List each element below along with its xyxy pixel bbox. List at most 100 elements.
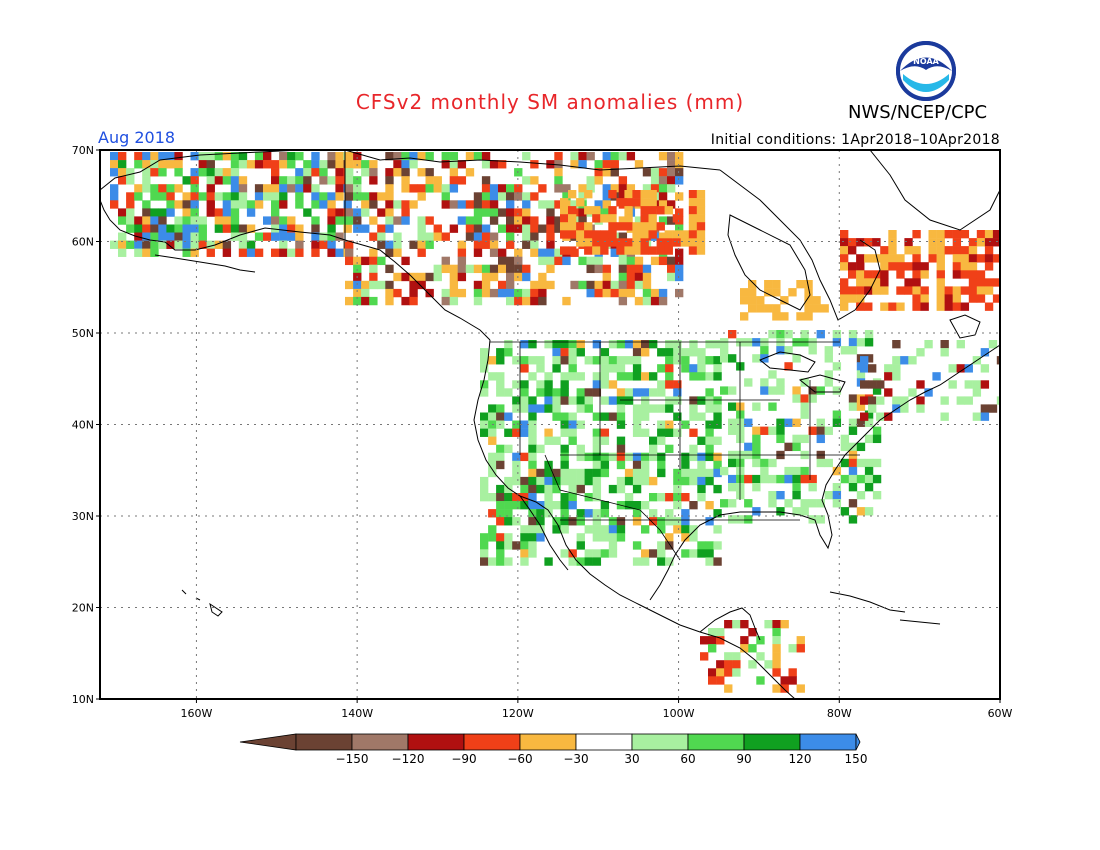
anomaly-cell [496, 509, 505, 518]
anomaly-cell [632, 246, 641, 255]
anomaly-cell [586, 280, 595, 290]
anomaly-cell [295, 192, 304, 201]
anomaly-cell [576, 372, 585, 381]
anomaly-cell [592, 468, 602, 478]
anomaly-cell [303, 176, 312, 185]
anomaly-cell [772, 636, 781, 645]
anomaly-cell [584, 509, 593, 518]
anomaly-cell [944, 302, 953, 311]
anomaly-cell [150, 152, 159, 161]
anomaly-cell [864, 270, 873, 279]
anomaly-cell [295, 240, 304, 249]
anomaly-cell [768, 474, 777, 484]
anomaly-cell [728, 426, 737, 435]
anomaly-cell [632, 420, 642, 429]
anomaly-cell [728, 402, 737, 411]
anomaly-cell [578, 280, 587, 290]
anomaly-cell [820, 304, 829, 313]
anomaly-cell [206, 168, 215, 177]
anomaly-cell [600, 380, 610, 389]
anomaly-cell [632, 517, 642, 526]
anomaly-cell [592, 557, 602, 566]
anomaly-cell [705, 452, 714, 462]
anomaly-cell [840, 474, 850, 484]
anomaly-cell [488, 412, 497, 421]
anomaly-cell [481, 184, 491, 193]
anomaly-cell [568, 436, 577, 445]
anomaly-cell [222, 152, 232, 161]
anomaly-cell [488, 460, 497, 470]
anomaly-cell [488, 372, 497, 381]
anomaly-cell [279, 184, 288, 193]
anomaly-cell [641, 412, 650, 421]
anomaly-cell [150, 216, 159, 225]
anomaly-cell [345, 296, 354, 306]
anomaly-cell [182, 216, 191, 225]
anomaly-cell [667, 272, 676, 282]
anomaly-cell [506, 200, 515, 209]
anomaly-cell [536, 468, 545, 478]
anomaly-cell [608, 340, 618, 349]
anomaly-cell [230, 152, 240, 161]
anomaly-cell [353, 296, 362, 306]
anomaly-cell [641, 404, 650, 413]
anomaly-cell [667, 176, 676, 185]
anomaly-cell [514, 296, 523, 306]
anomaly-cell [182, 232, 191, 241]
anomaly-cell [481, 208, 491, 217]
anomaly-cell [673, 517, 682, 526]
anomaly-cell [744, 515, 753, 524]
anomaly-cell [335, 192, 344, 201]
anomaly-cell [465, 200, 475, 209]
anomaly-cell [657, 541, 666, 550]
anomaly-cell [489, 160, 499, 169]
anomaly-cell [788, 676, 797, 685]
anomaly-cell [672, 230, 682, 239]
anomaly-cell [506, 216, 515, 225]
anomaly-cell [808, 346, 817, 355]
anomaly-cell [675, 264, 684, 274]
anomaly-cell [673, 501, 682, 510]
anomaly-cell [536, 388, 545, 397]
anomaly-cell [238, 184, 248, 193]
anomaly-cell [618, 264, 628, 274]
anomaly-cell [673, 340, 682, 349]
anomaly-cell [385, 152, 394, 161]
anomaly-cell [864, 238, 873, 247]
anomaly-cell [457, 200, 467, 209]
anomaly-cell [696, 206, 706, 215]
anomaly-cell [675, 176, 684, 185]
anomaly-cell [568, 420, 577, 429]
anomaly-cell [512, 428, 521, 437]
anomaly-cell [190, 224, 199, 233]
anomaly-cell [528, 517, 537, 526]
anomaly-cell [150, 224, 159, 233]
anomaly-cell [600, 238, 609, 247]
anomaly-cell [626, 264, 636, 274]
anomaly-cell [649, 436, 658, 445]
anomaly-cell [697, 348, 706, 357]
anomaly-cell [697, 468, 706, 478]
anomaly-cell [816, 386, 825, 395]
anomaly-cell [174, 224, 183, 233]
anomaly-cell [665, 533, 674, 542]
anomaly-cell [616, 198, 625, 207]
anomaly-cell [632, 364, 642, 373]
anomaly-cell [222, 248, 232, 257]
anomaly-cell [848, 346, 858, 355]
anomaly-cell [327, 152, 336, 161]
anomaly-cell [689, 428, 698, 437]
anomaly-cell [560, 356, 569, 365]
anomaly-cell [600, 509, 610, 518]
anomaly-cell [576, 222, 585, 231]
anomaly-cell [756, 652, 765, 661]
anomaly-cell [968, 246, 978, 255]
anomaly-cell [488, 533, 497, 542]
anomaly-cell [246, 224, 256, 233]
anomaly-cell [664, 206, 673, 215]
anomaly-cell [552, 501, 561, 510]
anomaly-cell [287, 160, 296, 169]
anomaly-cell [972, 380, 982, 389]
anomaly-cell [496, 484, 505, 494]
lon-tick-label: 60W [988, 707, 1013, 720]
